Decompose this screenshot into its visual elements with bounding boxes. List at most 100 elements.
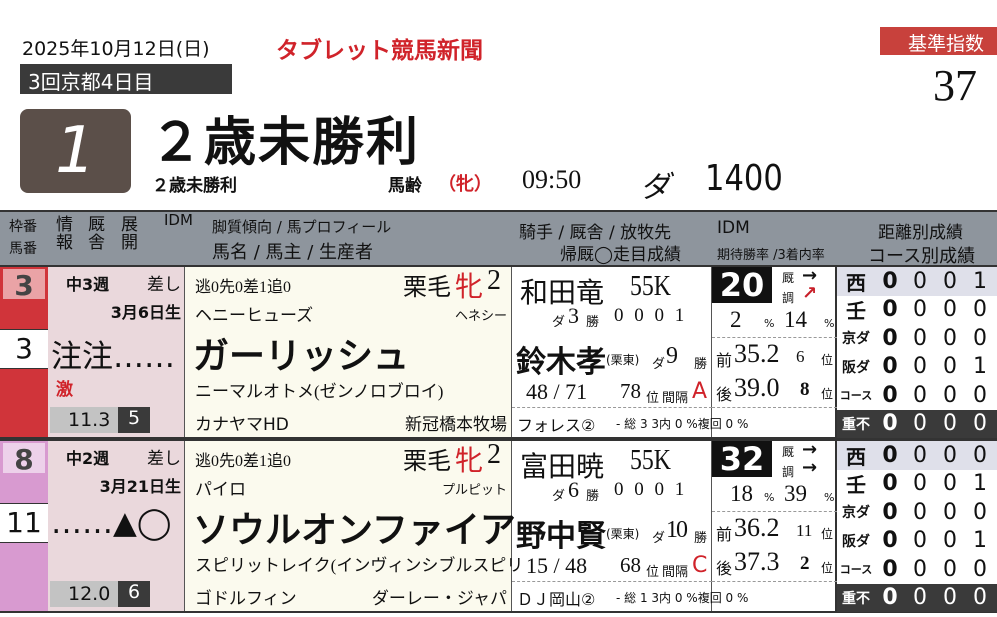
age-condition: 馬齢: [388, 176, 422, 196]
weight: 55K: [630, 445, 671, 476]
birthdate: 3月21日生: [99, 477, 181, 496]
rank-fraction: 48 / 71: [526, 379, 588, 404]
farm: フォレス②: [517, 416, 596, 435]
sex-condition: （牝）: [438, 174, 492, 195]
horse-name[interactable]: ソウルオンファイア: [193, 510, 516, 551]
interval: 中2週: [66, 449, 110, 468]
horse-number: 3: [0, 329, 48, 369]
jockey-record: 0 0 0 1: [614, 305, 685, 326]
age: 2: [487, 439, 501, 470]
stats-value: 0: [882, 382, 898, 408]
stats-value: 0: [943, 268, 957, 294]
dam: スピリットレイク(インヴィンシブルスピリ: [195, 556, 524, 575]
rank-label: 位: [821, 387, 834, 401]
stats-value: 0: [943, 325, 957, 351]
stats-label: 京ダ: [842, 331, 870, 348]
race-number: 1: [20, 109, 131, 193]
jockey-wins: 6: [568, 477, 579, 502]
coat: 栗毛: [403, 275, 451, 301]
stats-value: 0: [882, 354, 898, 380]
top3-rate: 39: [784, 481, 807, 506]
stats-value: 0: [943, 442, 957, 468]
stats-value: 0: [973, 556, 987, 582]
back-rank: 8: [800, 379, 810, 400]
back-3f: 37.3: [734, 547, 780, 576]
trainer-location: (栗東): [606, 353, 640, 367]
distance-course-stats: 西 0 0 0 1 壬 0 0 0 0 京ダ 0 0 0 0 阪ダ 0 0 0 1 コース 0 0 0 0 重不 0 0 0 0: [837, 267, 997, 438]
front-rank: 6: [796, 347, 805, 366]
pct-label: %: [824, 491, 835, 504]
col-info: 情報: [56, 215, 73, 253]
stats-value: 0: [913, 556, 927, 582]
broodmare-sire-line: プルピット: [441, 482, 507, 497]
horse-row[interactable]: 8 11 中2週 差し 3月21日生 ……▲◯ 12.0 6 逃0先0差1追0 …: [0, 439, 997, 613]
odds: 12.0: [68, 583, 111, 605]
coat: 栗毛: [403, 449, 451, 475]
stats-value: 0: [913, 528, 927, 554]
trainer[interactable]: 鈴木孝: [516, 346, 606, 379]
farm: ＤＪ岡山②: [517, 590, 596, 609]
stats-value: 0: [913, 471, 927, 497]
stats-value: 0: [913, 268, 927, 294]
condition-label: 調: [782, 465, 795, 479]
leg-tendency: 逃0先0差1追0: [195, 453, 292, 470]
stats-value: 0: [943, 382, 957, 408]
pct-label: %: [764, 317, 775, 330]
rank-label: 位: [821, 527, 834, 541]
rank: 78: [620, 379, 641, 403]
meeting-label: 3回京都4日目: [20, 64, 232, 94]
jockey-wins-label: 勝: [586, 314, 600, 329]
race-date: 2025年10月12日(日): [22, 38, 210, 60]
jockey-surface: ダ: [552, 314, 566, 329]
jockey[interactable]: 和田竜: [520, 278, 605, 309]
stats-value: 0: [973, 411, 987, 437]
stats-value: 0: [882, 528, 898, 554]
stats-value: 0: [882, 471, 898, 497]
stats-value: 0: [913, 499, 927, 525]
horse-name[interactable]: ガーリッシュ: [193, 336, 410, 377]
horse-row[interactable]: 3 3 中3週 差し 3月6日生 注注…… 激 11.3 5 逃0先0差1追0 …: [0, 265, 997, 439]
stats-value: 0: [973, 499, 987, 525]
stable-label: 厩: [782, 445, 795, 459]
col-waku: 枠番: [9, 219, 37, 235]
condition-trend-arrow-icon: →: [802, 457, 818, 478]
sex: 牝: [455, 272, 484, 303]
stats-value: 0: [913, 585, 927, 611]
stats-value: 0: [882, 556, 898, 582]
trainer-wins-label: 勝: [694, 530, 708, 545]
trainer-wins: 9: [666, 343, 678, 369]
trainer[interactable]: 野中賢: [516, 520, 606, 553]
stable-label: 厩: [782, 271, 795, 285]
front-label: 前: [716, 353, 733, 370]
post-time: 09:50: [522, 165, 582, 194]
trainer-surface: ダ: [652, 530, 666, 545]
stats-value: 1: [973, 528, 987, 554]
table-header: 枠番 馬番 情報 厩舎 展開 IDM 脚質傾向 / 馬プロフィール 馬名 / 馬…: [0, 210, 997, 267]
interval-label: 間隔: [662, 565, 689, 580]
trainer-surface: ダ: [652, 356, 666, 371]
col-stable: 厩舎: [88, 215, 105, 253]
top3-rate: 14: [784, 307, 807, 332]
prediction-marks: ……▲◯: [51, 505, 172, 541]
frame-cell: 3 3: [0, 267, 48, 437]
pct-label: %: [764, 491, 775, 504]
stats-value: 0: [973, 442, 987, 468]
condition-trend-arrow-icon: ↗: [802, 283, 818, 304]
stats-row: 阪ダ 0 0 0 1: [837, 527, 997, 556]
frame-number: 3: [3, 269, 45, 302]
stats-label: 西: [846, 444, 866, 469]
jockey-wins: 3: [568, 303, 579, 328]
stats-value: 0: [943, 297, 957, 323]
stats-row: 京ダ 0 0 0 0: [837, 498, 997, 527]
race-name: ２歳未勝利: [150, 113, 421, 173]
jockey-surface: ダ: [552, 488, 566, 503]
front-3f: 36.2: [734, 513, 780, 542]
breeder: ダーレー・ジャパ: [371, 589, 507, 609]
col-s1: 距離別成績: [878, 223, 963, 243]
stats-value: 1: [973, 471, 987, 497]
jockey[interactable]: 富田暁: [520, 452, 605, 483]
run-style: 差し: [147, 275, 181, 294]
